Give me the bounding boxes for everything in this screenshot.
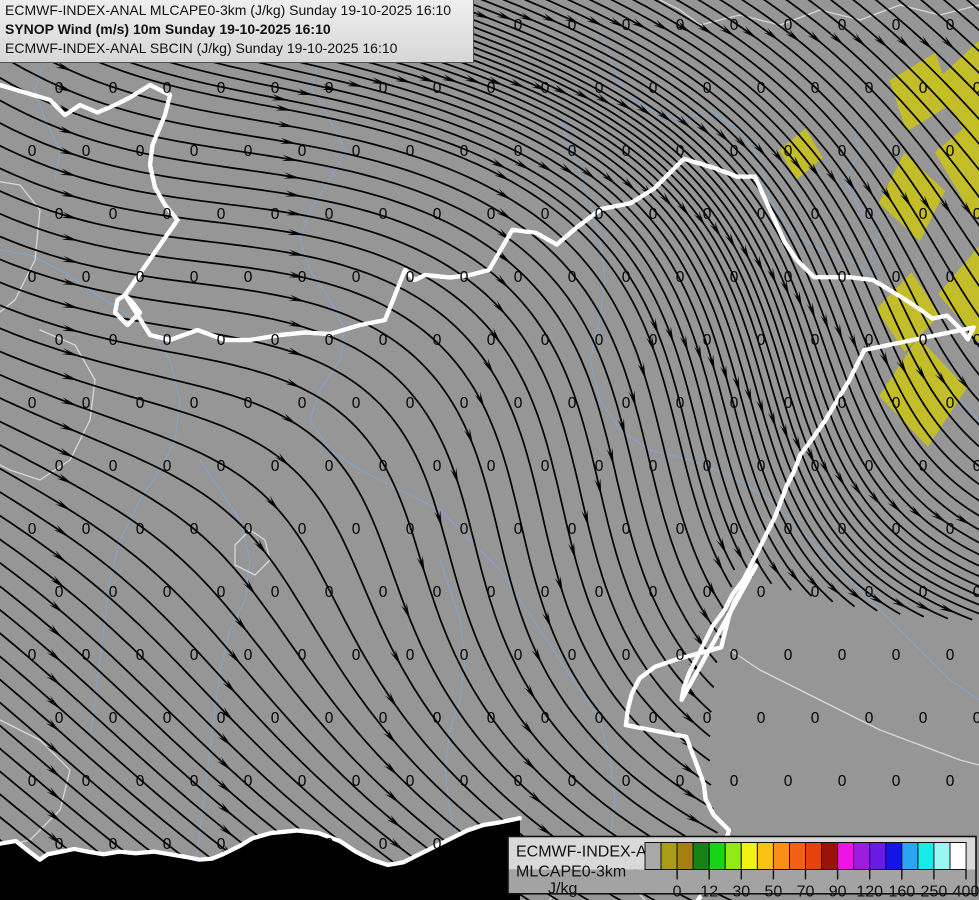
svg-text:70: 70	[797, 884, 815, 900]
svg-text:12: 12	[700, 884, 718, 900]
svg-text:120: 120	[856, 884, 883, 900]
svg-text:0: 0	[673, 884, 682, 900]
svg-text:J/kg: J/kg	[548, 881, 577, 898]
svg-text:50: 50	[765, 884, 783, 900]
svg-text:400: 400	[953, 884, 979, 900]
svg-text:MLCAPE0-3km: MLCAPE0-3km	[516, 864, 626, 881]
svg-text:160: 160	[888, 884, 915, 900]
svg-text:30: 30	[732, 884, 750, 900]
svg-text:250: 250	[921, 884, 948, 900]
svg-text:90: 90	[829, 884, 847, 900]
